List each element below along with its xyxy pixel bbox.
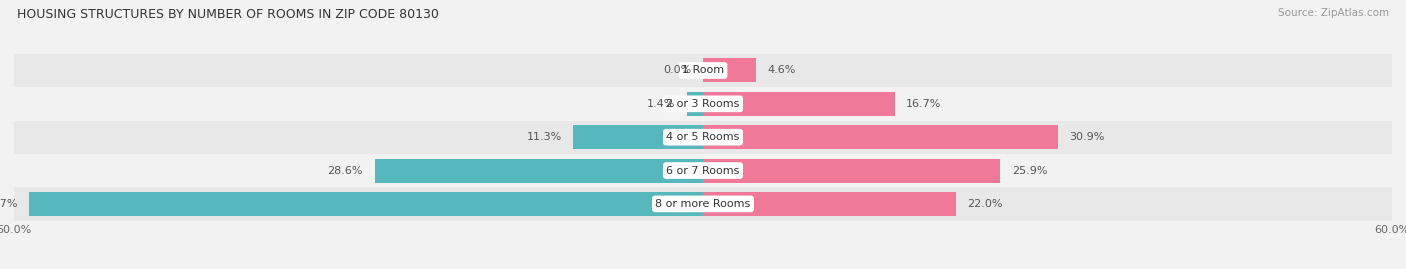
Bar	[703, 125, 1057, 149]
Text: 11.3%: 11.3%	[526, 132, 562, 142]
Text: 22.0%: 22.0%	[967, 199, 1002, 209]
Text: 25.9%: 25.9%	[1012, 165, 1047, 176]
Bar	[703, 92, 894, 116]
Text: 4.6%: 4.6%	[768, 65, 796, 76]
Bar	[374, 158, 703, 183]
Text: 1.4%: 1.4%	[647, 99, 675, 109]
Bar	[703, 158, 1001, 183]
Bar	[574, 125, 703, 149]
Text: 58.7%: 58.7%	[0, 199, 17, 209]
Bar	[14, 154, 1392, 187]
Text: 4 or 5 Rooms: 4 or 5 Rooms	[666, 132, 740, 142]
Bar	[14, 87, 1392, 121]
Text: 28.6%: 28.6%	[328, 165, 363, 176]
Text: 16.7%: 16.7%	[907, 99, 942, 109]
Text: 1 Room: 1 Room	[682, 65, 724, 76]
Bar	[14, 121, 1392, 154]
Bar	[703, 192, 956, 216]
Text: HOUSING STRUCTURES BY NUMBER OF ROOMS IN ZIP CODE 80130: HOUSING STRUCTURES BY NUMBER OF ROOMS IN…	[17, 8, 439, 21]
Bar	[14, 187, 1392, 221]
Text: 30.9%: 30.9%	[1070, 132, 1105, 142]
Text: 2 or 3 Rooms: 2 or 3 Rooms	[666, 99, 740, 109]
Text: 0.0%: 0.0%	[664, 65, 692, 76]
Text: Source: ZipAtlas.com: Source: ZipAtlas.com	[1278, 8, 1389, 18]
Text: 8 or more Rooms: 8 or more Rooms	[655, 199, 751, 209]
Bar	[703, 58, 756, 83]
Bar	[30, 192, 703, 216]
Bar	[14, 54, 1392, 87]
Text: 6 or 7 Rooms: 6 or 7 Rooms	[666, 165, 740, 176]
Bar	[688, 92, 703, 116]
